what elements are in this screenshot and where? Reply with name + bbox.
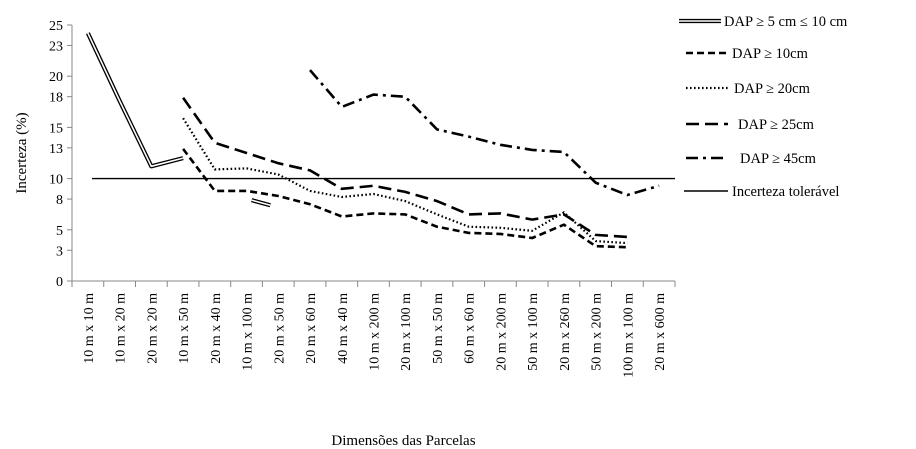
legend-label: Incerteza tolerável <box>732 184 839 200</box>
x-tick-label: 50 m x 50 m <box>431 293 446 364</box>
x-tick-label: 10 m x 200 m <box>368 293 383 371</box>
legend-item: DAP ≥ 10cm <box>686 46 809 62</box>
axes <box>71 25 675 282</box>
y-tick-label: 23 <box>49 39 63 54</box>
legend-label: DAP ≥ 20cm <box>734 81 811 97</box>
y-tick-label: 15 <box>49 121 63 136</box>
y-tick-label: 13 <box>49 142 63 157</box>
y-tick-label: 10 <box>49 173 63 188</box>
y-axis-title: Incerteza (%) <box>14 112 30 193</box>
extra-segment-inner <box>251 199 271 206</box>
x-tick-label: 10 m x 10 m <box>82 293 97 364</box>
y-tick-label: 0 <box>56 275 63 290</box>
x-tick-label: 10 m x 100 m <box>241 293 256 371</box>
y-tick-label: 5 <box>56 224 63 239</box>
legend-item: DAP ≥ 5 cm ≤ 10 cm <box>679 14 848 30</box>
x-tick-label: 10 m x 20 m <box>114 293 129 364</box>
series-line-3 <box>182 117 628 245</box>
legend-label: DAP ≥ 5 cm ≤ 10 cm <box>724 14 848 30</box>
y-tick-label: 8 <box>56 193 63 208</box>
y-tick-label: 18 <box>49 91 63 106</box>
legend-label: DAP ≥ 45cm <box>740 151 817 167</box>
x-tick-label: 20 m x 200 m <box>494 293 509 371</box>
x-tick-label: 20 m x 260 m <box>558 293 573 371</box>
x-tick-label: 20 m x 20 m <box>145 293 160 364</box>
x-tick-label: 20 m x 100 m <box>399 293 414 371</box>
x-tick-label: 100 m x 100 m <box>621 293 636 378</box>
x-tick-label: 20 m x 40 m <box>209 293 224 364</box>
legend-label: DAP ≥ 25cm <box>738 117 815 133</box>
series-line-1-inner <box>87 32 184 168</box>
legend-item: DAP ≥ 20cm <box>686 81 811 97</box>
x-tick-label: 60 m x 60 m <box>463 293 478 364</box>
x-tick-label: 20 m x 600 m <box>653 293 668 371</box>
legend-label: DAP ≥ 10cm <box>732 46 809 62</box>
x-axis-title: Dimensões das Parcelas <box>331 433 475 449</box>
series-lines <box>85 32 675 249</box>
series-line-5 <box>309 69 660 197</box>
y-axis-ticks: 0 3 5 8 10 13 15 18 20 23 25 <box>49 19 72 290</box>
series-line-2 <box>182 148 628 249</box>
x-tick-label: 50 m x 200 m <box>590 293 605 371</box>
x-axis-ticks: 10 m x 10 m 10 m x 20 m 20 m x 20 m 10 m x … <box>71 281 676 378</box>
legend-item: DAP ≥ 25cm <box>686 117 815 133</box>
x-tick-label: 40 m x 40 m <box>336 293 351 364</box>
x-tick-label: 10 m x 50 m <box>177 293 192 364</box>
legend: DAP ≥ 5 cm ≤ 10 cm DAP ≥ 10cm DAP ≥ 20cm DA… <box>679 14 848 200</box>
x-tick-label: 20 m x 50 m <box>272 293 287 364</box>
x-tick-label: 20 m x 60 m <box>304 293 319 364</box>
legend-item: DAP ≥ 45cm <box>686 151 817 167</box>
y-tick-label: 25 <box>49 19 63 34</box>
y-tick-label: 20 <box>49 70 63 85</box>
y-tick-label: 3 <box>56 244 63 259</box>
series-line-4 <box>182 96 628 239</box>
x-tick-label: 50 m x 100 m <box>526 293 541 371</box>
series-line-1 <box>85 32 184 169</box>
legend-item: Incerteza tolerável <box>684 184 839 200</box>
